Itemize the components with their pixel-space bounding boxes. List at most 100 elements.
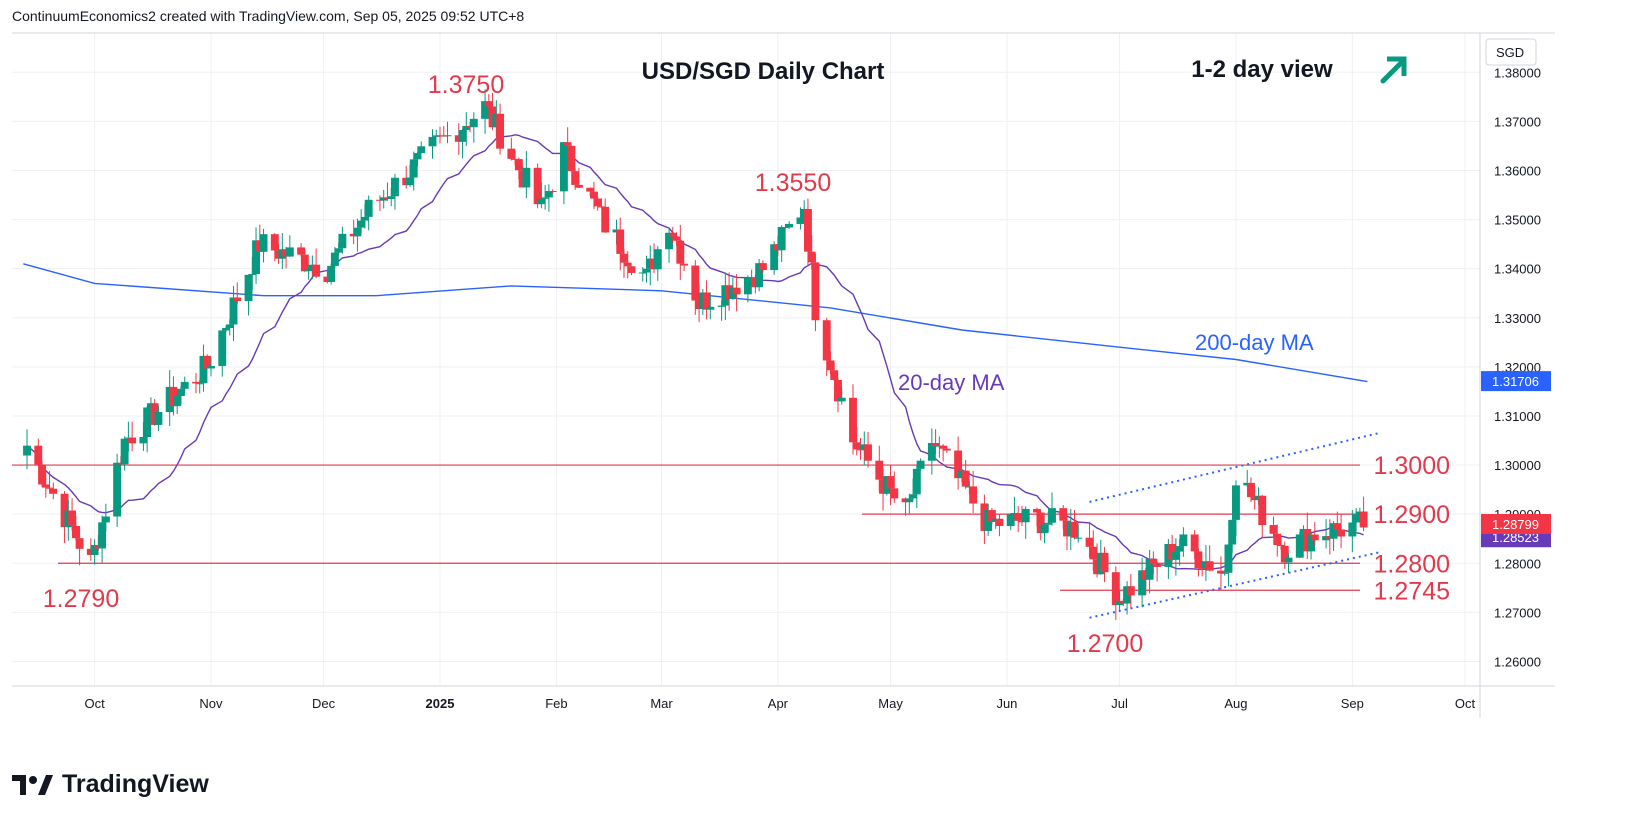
ma20-label: 20-day MA [898, 370, 1005, 395]
candle [128, 421, 137, 452]
arrow-head [1387, 56, 1407, 76]
x-tick-label: Sep [1341, 696, 1364, 711]
candle-body [353, 227, 362, 237]
candle-body [541, 197, 550, 199]
candle-body [387, 196, 396, 199]
candle-body [702, 292, 711, 310]
candle-body [1175, 546, 1184, 552]
candle-body [338, 233, 347, 249]
candle [143, 406, 152, 453]
candle-body [312, 264, 321, 277]
candle-body [481, 101, 490, 119]
chart-header: ContinuumEconomics2 created with Trading… [12, 8, 525, 24]
candle [1333, 511, 1342, 531]
tradingview-logo-icon [12, 773, 54, 797]
candle-body [834, 380, 842, 402]
candle [192, 372, 200, 394]
candle-body [458, 129, 467, 142]
candle [1337, 514, 1346, 549]
candle [75, 525, 84, 566]
candle [357, 209, 366, 234]
candle [834, 377, 842, 413]
candle-body [1033, 508, 1041, 513]
candle-body [912, 468, 921, 495]
candle [1224, 544, 1233, 587]
candle-body [180, 381, 189, 389]
candle-body [330, 252, 339, 266]
candle-body [391, 177, 399, 197]
candle-body [1190, 534, 1199, 552]
candle [259, 228, 268, 263]
candle [777, 225, 786, 263]
candle-body [1310, 534, 1319, 541]
candle [837, 386, 846, 405]
candle [417, 141, 426, 154]
candle-body [1224, 544, 1233, 573]
candle-body [1048, 508, 1056, 523]
candle-body [462, 125, 471, 130]
candle-body [567, 145, 576, 172]
ma20-line [26, 134, 1364, 571]
ma20-path [26, 134, 1364, 571]
candle-body [113, 462, 122, 517]
candle-body [1205, 561, 1214, 571]
price-annotation: 1.3750 [428, 71, 504, 99]
price-annotation: 1.2790 [43, 585, 119, 613]
candle [34, 438, 43, 466]
candle-body [1352, 514, 1361, 523]
candle [300, 249, 309, 273]
candle-body [248, 274, 257, 276]
ma200-price-badge-text: 1.31706 [1492, 374, 1539, 389]
candle [68, 498, 77, 531]
arrow-shaft [1380, 58, 1406, 84]
candle-body [327, 265, 336, 282]
candle [1273, 524, 1282, 557]
candle [439, 126, 448, 137]
candle [41, 472, 50, 498]
candle [469, 112, 478, 143]
tradingview-brand[interactable]: TradingView [12, 770, 209, 799]
candle [38, 460, 46, 487]
candle-body [1280, 545, 1289, 563]
candle-body [676, 240, 685, 264]
candle [1145, 549, 1154, 594]
annotations: USD/SGD Daily Chart 1-2 day view 20-day MA… [43, 56, 1450, 658]
candle-body [837, 397, 846, 402]
candle-body [616, 229, 625, 254]
candle-body [207, 365, 215, 369]
candle [548, 189, 557, 194]
candle-body [514, 159, 523, 171]
view-label: 1-2 day view [1191, 56, 1333, 83]
candle [1322, 519, 1331, 549]
candle-body [856, 449, 865, 451]
candle-body [1153, 564, 1162, 567]
candle-body [49, 488, 58, 494]
candle-body [225, 324, 234, 329]
candle-body [822, 320, 831, 361]
candle [436, 126, 444, 144]
candle [969, 470, 978, 514]
x-tick-label: Mar [650, 696, 673, 711]
candle-body [469, 118, 478, 128]
candle-body [60, 493, 69, 528]
candle [113, 453, 122, 527]
candle-body [199, 355, 208, 384]
candle-body [1021, 508, 1030, 523]
candle [1070, 509, 1079, 540]
candle [567, 145, 576, 172]
candle-body [961, 470, 970, 487]
candle-body [360, 216, 369, 221]
candle-body [1329, 523, 1338, 539]
price-annotation: 1.2700 [1067, 630, 1143, 658]
last-price-badge: 1.28799 [1481, 513, 1551, 534]
candle [1205, 545, 1214, 572]
candle [864, 431, 872, 468]
candle-body [642, 268, 651, 273]
candle-body [1232, 485, 1240, 520]
candle-body [969, 486, 978, 504]
x-tick-label: Nov [199, 696, 223, 711]
candles [23, 89, 1368, 620]
candle-body [300, 254, 309, 272]
candle-body [1149, 558, 1158, 565]
